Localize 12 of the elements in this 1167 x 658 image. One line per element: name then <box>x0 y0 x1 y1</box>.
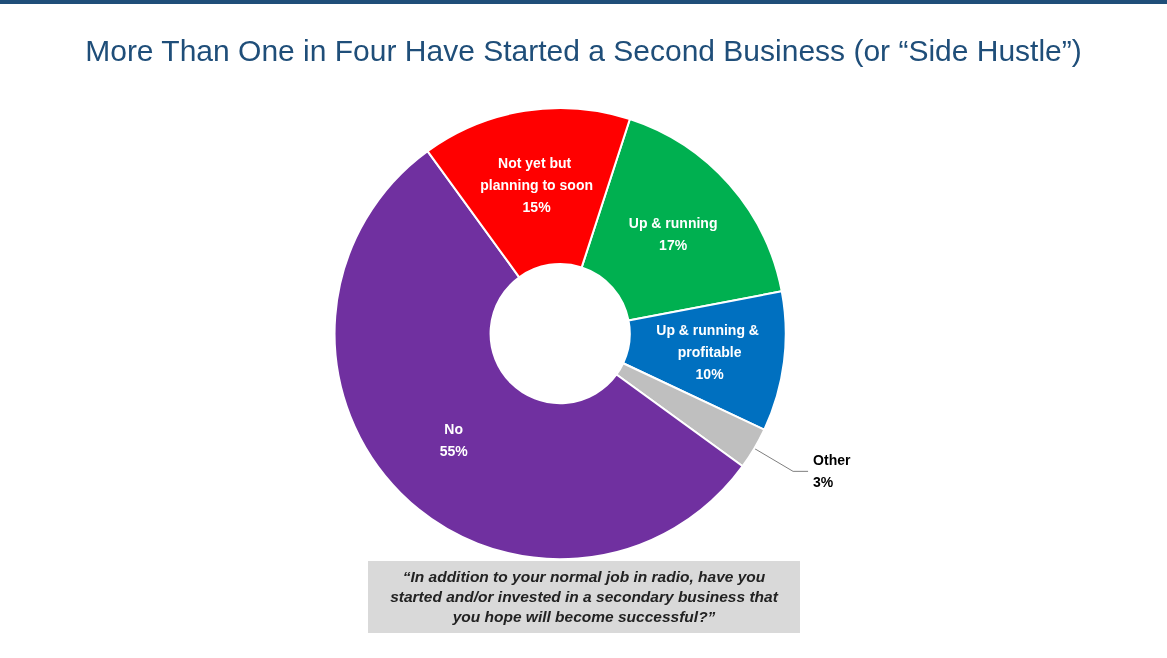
slice-label: Not yet but planning to soon <box>480 154 593 193</box>
data-label: 3% <box>813 474 834 491</box>
slice-label: Up & running & profitable <box>656 322 763 361</box>
data-label: 15% <box>522 198 552 215</box>
slice-label: No <box>444 421 464 438</box>
data-label: 10% <box>695 366 725 383</box>
data-label: 17% <box>659 237 688 254</box>
data-label: 55% <box>439 443 469 460</box>
chart-title: More Than One in Four Have Started a Second Business (or “Side Hustle”) <box>84 34 1083 68</box>
slice-label: Other <box>813 452 851 469</box>
text: “In addition to your normal job in radio, have you started and/or invested in a secondary business that you hope will become successful?” <box>368 561 800 633</box>
slice-label: Up & running <box>628 215 718 232</box>
